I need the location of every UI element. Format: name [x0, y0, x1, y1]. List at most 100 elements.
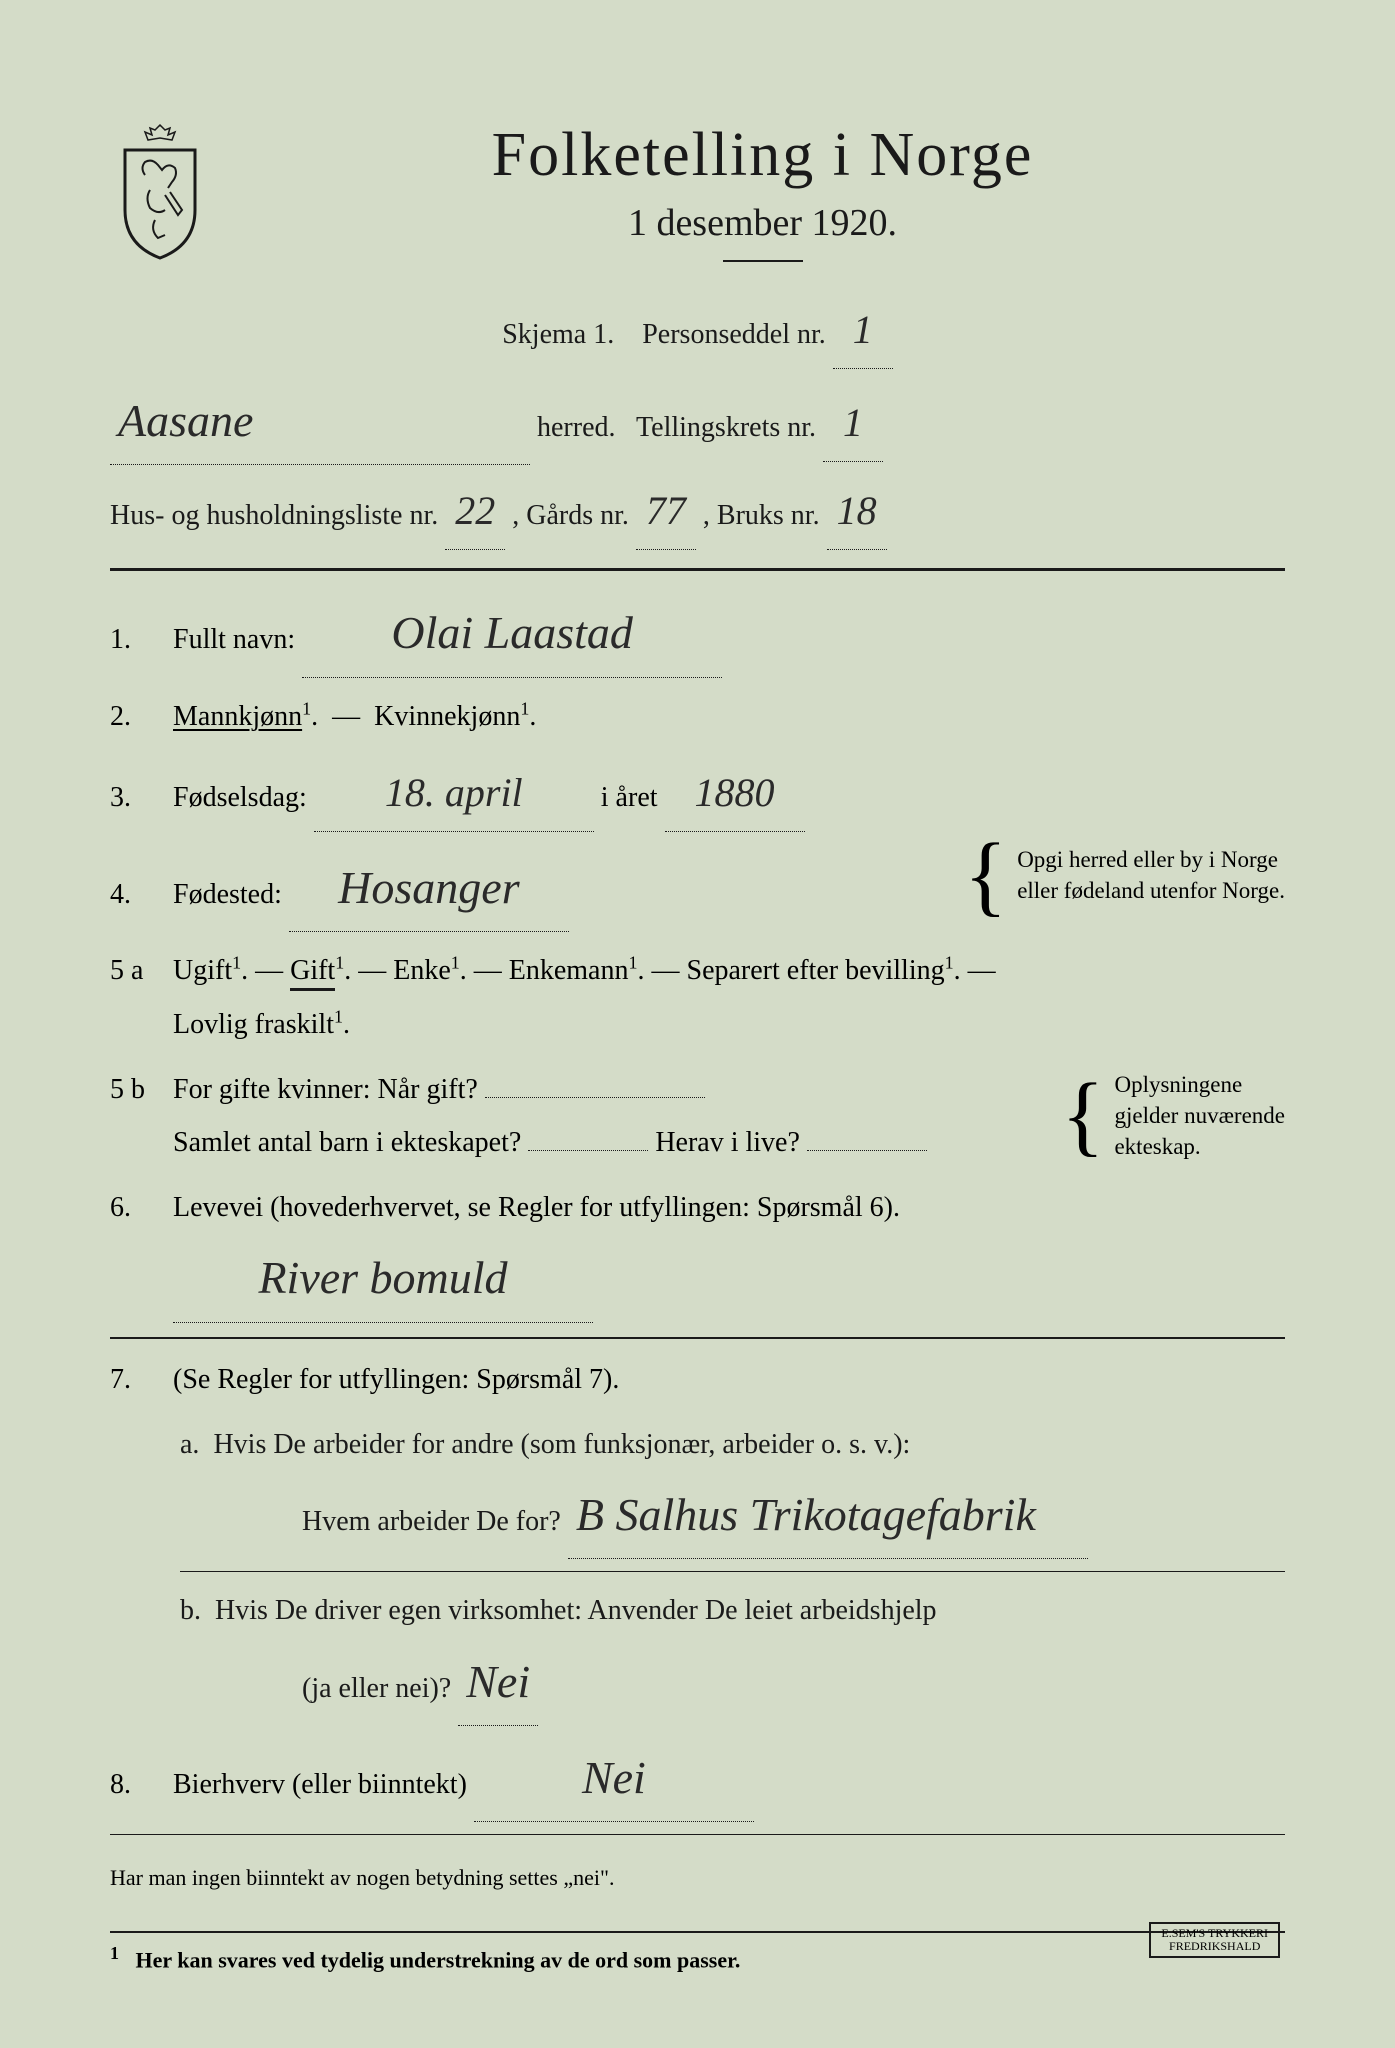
- question-4: 4. Fødested: Hosanger { Opgi herred elle…: [110, 844, 1285, 932]
- stamp-line1: E.SEM'S TRYKKERI: [1161, 1927, 1268, 1940]
- q5b-note1: Oplysningene: [1114, 1069, 1285, 1100]
- bruks-value: 18: [827, 473, 887, 550]
- divider-icon: [110, 1337, 1285, 1339]
- q7b-value: Nei: [458, 1638, 538, 1726]
- q7a-label1: Hvis De arbeider for andre (som funksjon…: [213, 1429, 910, 1460]
- husliste-value: 22: [445, 473, 505, 550]
- tellingskrets-value: 1: [823, 385, 883, 462]
- q7a-value: B Salhus Trikotagefabrik: [568, 1471, 1088, 1559]
- q7b-label2: (ja eller nei)?: [302, 1673, 451, 1704]
- husliste-label: Hus- og husholdningsliste nr.: [110, 500, 438, 531]
- schema-line: Skjema 1. Personseddel nr. 1: [110, 292, 1285, 369]
- q4-note2: eller fødeland utenfor Norge.: [1017, 875, 1285, 906]
- question-7: 7. (Se Regler for utfyllingen: Spørsmål …: [110, 1353, 1285, 1406]
- q4-note1: Opgi herred eller by i Norge: [1017, 844, 1285, 875]
- census-form-page: Folketelling i Norge 1 desember 1920. Sk…: [0, 0, 1395, 2048]
- brace-icon: {: [1061, 1093, 1104, 1138]
- q1-label: Fullt navn:: [173, 624, 295, 655]
- q-number: 2.: [110, 701, 155, 733]
- q-number: 5 b: [110, 1074, 155, 1106]
- main-title: Folketelling i Norge: [240, 120, 1285, 191]
- question-5a: 5 a Ugift1. — Gift1. — Enke1. — Enkemann…: [110, 944, 1285, 1050]
- question-5b: 5 b For gifte kvinner: Når gift? Samlet …: [110, 1063, 1285, 1169]
- q7b-label1: Hvis De driver egen virksomhet: Anvender…: [215, 1595, 937, 1626]
- q5a-gift: Gift: [290, 955, 335, 991]
- q5b-content: For gifte kvinner: Når gift? Samlet anta…: [173, 1063, 1285, 1169]
- question-6: 6. Levevei (hovederhvervet, se Regler fo…: [110, 1181, 1285, 1323]
- q-number: 7.: [110, 1364, 155, 1396]
- q3-content: Fødselsdag: 18. april i året 1880: [173, 755, 1285, 832]
- q-number: 5 a: [110, 955, 155, 987]
- footnote-bottom: 1 Her kan svares ved tydelig understrekn…: [110, 1931, 1285, 1973]
- q4-note-text: Opgi herred eller by i Norge eller fødel…: [1017, 844, 1285, 906]
- q6-value: River bomuld: [173, 1234, 593, 1322]
- stamp-line2: FREDRIKSHALD: [1161, 1940, 1268, 1953]
- q5a-lovlig: Lovlig fraskilt: [173, 1009, 334, 1040]
- q5b-label: For gifte kvinner: Når gift?: [173, 1074, 478, 1105]
- divider-icon: [723, 260, 803, 262]
- q-number: 1.: [110, 624, 155, 656]
- footnote-text: Her kan svares ved tydelig understreknin…: [136, 1948, 741, 1973]
- gards-label: , Gårds nr.: [512, 500, 629, 531]
- q5b-left: For gifte kvinner: Når gift? Samlet anta…: [173, 1063, 1041, 1169]
- personseddel-value: 1: [833, 292, 893, 369]
- divider-icon: [180, 1571, 1285, 1572]
- q8-content: Bierhverv (eller biinntekt) Nei: [173, 1734, 1285, 1822]
- q-number: 6.: [110, 1192, 155, 1224]
- brace-icon: {: [964, 853, 1007, 898]
- q5a-content: Ugift1. — Gift1. — Enke1. — Enkemann1. —…: [173, 944, 1285, 1050]
- q4-left: Fødested: Hosanger: [173, 844, 952, 932]
- q5b-note3: ekteskap.: [1114, 1131, 1285, 1162]
- q5b-label3: Herav i live?: [655, 1127, 800, 1158]
- q5a-enke: Enke: [393, 955, 451, 986]
- q-number: 8.: [110, 1769, 155, 1801]
- q2-mann: Mannkjønn: [173, 701, 302, 732]
- question-3: 3. Fødselsdag: 18. april i året 1880: [110, 755, 1285, 832]
- tellingskrets-label: Tellingskrets nr.: [636, 412, 816, 443]
- blank-field: [807, 1127, 927, 1151]
- bruks-label: , Bruks nr.: [703, 500, 820, 531]
- herred-label: herred.: [537, 412, 616, 443]
- herred-value: Aasane: [110, 377, 530, 465]
- q5a-ugift: Ugift: [173, 955, 232, 986]
- question-2: 2. Mannkjønn1. — Kvinnekjønn1.: [110, 690, 1285, 743]
- header: Folketelling i Norge 1 desember 1920.: [110, 120, 1285, 282]
- footnote: Har man ingen biinntekt av nogen betydni…: [110, 1865, 1285, 1891]
- q5b-note: { Oplysningene gjelder nuværende ekteska…: [1061, 1069, 1285, 1162]
- coat-of-arms-icon: [110, 120, 210, 260]
- q3-label: Fødselsdag:: [173, 782, 307, 813]
- q3-day: 18. april: [314, 755, 594, 832]
- blank-field: [485, 1074, 705, 1098]
- blank-field: [528, 1127, 648, 1151]
- q6-content: Levevei (hovederhvervet, se Regler for u…: [173, 1181, 1285, 1323]
- divider-icon: [110, 568, 1285, 571]
- subtitle: 1 desember 1920.: [240, 201, 1285, 245]
- q5b-note2: gjelder nuværende: [1114, 1100, 1285, 1131]
- q8-label: Bierhverv (eller biinntekt): [173, 1769, 467, 1800]
- q2-kvinne: Kvinnekjønn: [374, 701, 520, 732]
- husliste-line: Hus- og husholdningsliste nr. 22 , Gårds…: [110, 473, 1285, 550]
- q8-value: Nei: [474, 1734, 754, 1822]
- gards-value: 77: [636, 473, 696, 550]
- question-8: 8. Bierhverv (eller biinntekt) Nei: [110, 1734, 1285, 1822]
- q5a-separert: Separert efter bevilling: [687, 955, 945, 986]
- q1-content: Fullt navn: Olai Laastad: [173, 589, 1285, 677]
- q5b-label2: Samlet antal barn i ekteskapet?: [173, 1127, 521, 1158]
- q3-year: 1880: [665, 755, 805, 832]
- footnote-num: 1: [110, 1943, 119, 1963]
- q1-value: Olai Laastad: [302, 589, 722, 677]
- q7-label: (Se Regler for utfyllingen: Spørsmål 7).: [173, 1364, 619, 1395]
- printer-stamp: E.SEM'S TRYKKERI FREDRIKSHALD: [1149, 1922, 1280, 1958]
- question-7b: b. Hvis De driver egen virksomhet: Anven…: [180, 1584, 1285, 1726]
- q7a-label2: Hvem arbeider De for?: [302, 1506, 561, 1537]
- q4-label: Fødested:: [173, 879, 282, 910]
- q4-value: Hosanger: [289, 844, 569, 932]
- herred-line: Aasane herred. Tellingskrets nr. 1: [110, 377, 1285, 465]
- schema-label: Skjema 1.: [502, 319, 614, 350]
- divider-icon: [110, 1834, 1285, 1835]
- title-block: Folketelling i Norge 1 desember 1920.: [240, 120, 1285, 282]
- question-7a: a. Hvis De arbeider for andre (som funks…: [180, 1418, 1285, 1560]
- question-1: 1. Fullt navn: Olai Laastad: [110, 589, 1285, 677]
- q-number: 4.: [110, 879, 155, 911]
- q3-mid: i året: [601, 782, 658, 813]
